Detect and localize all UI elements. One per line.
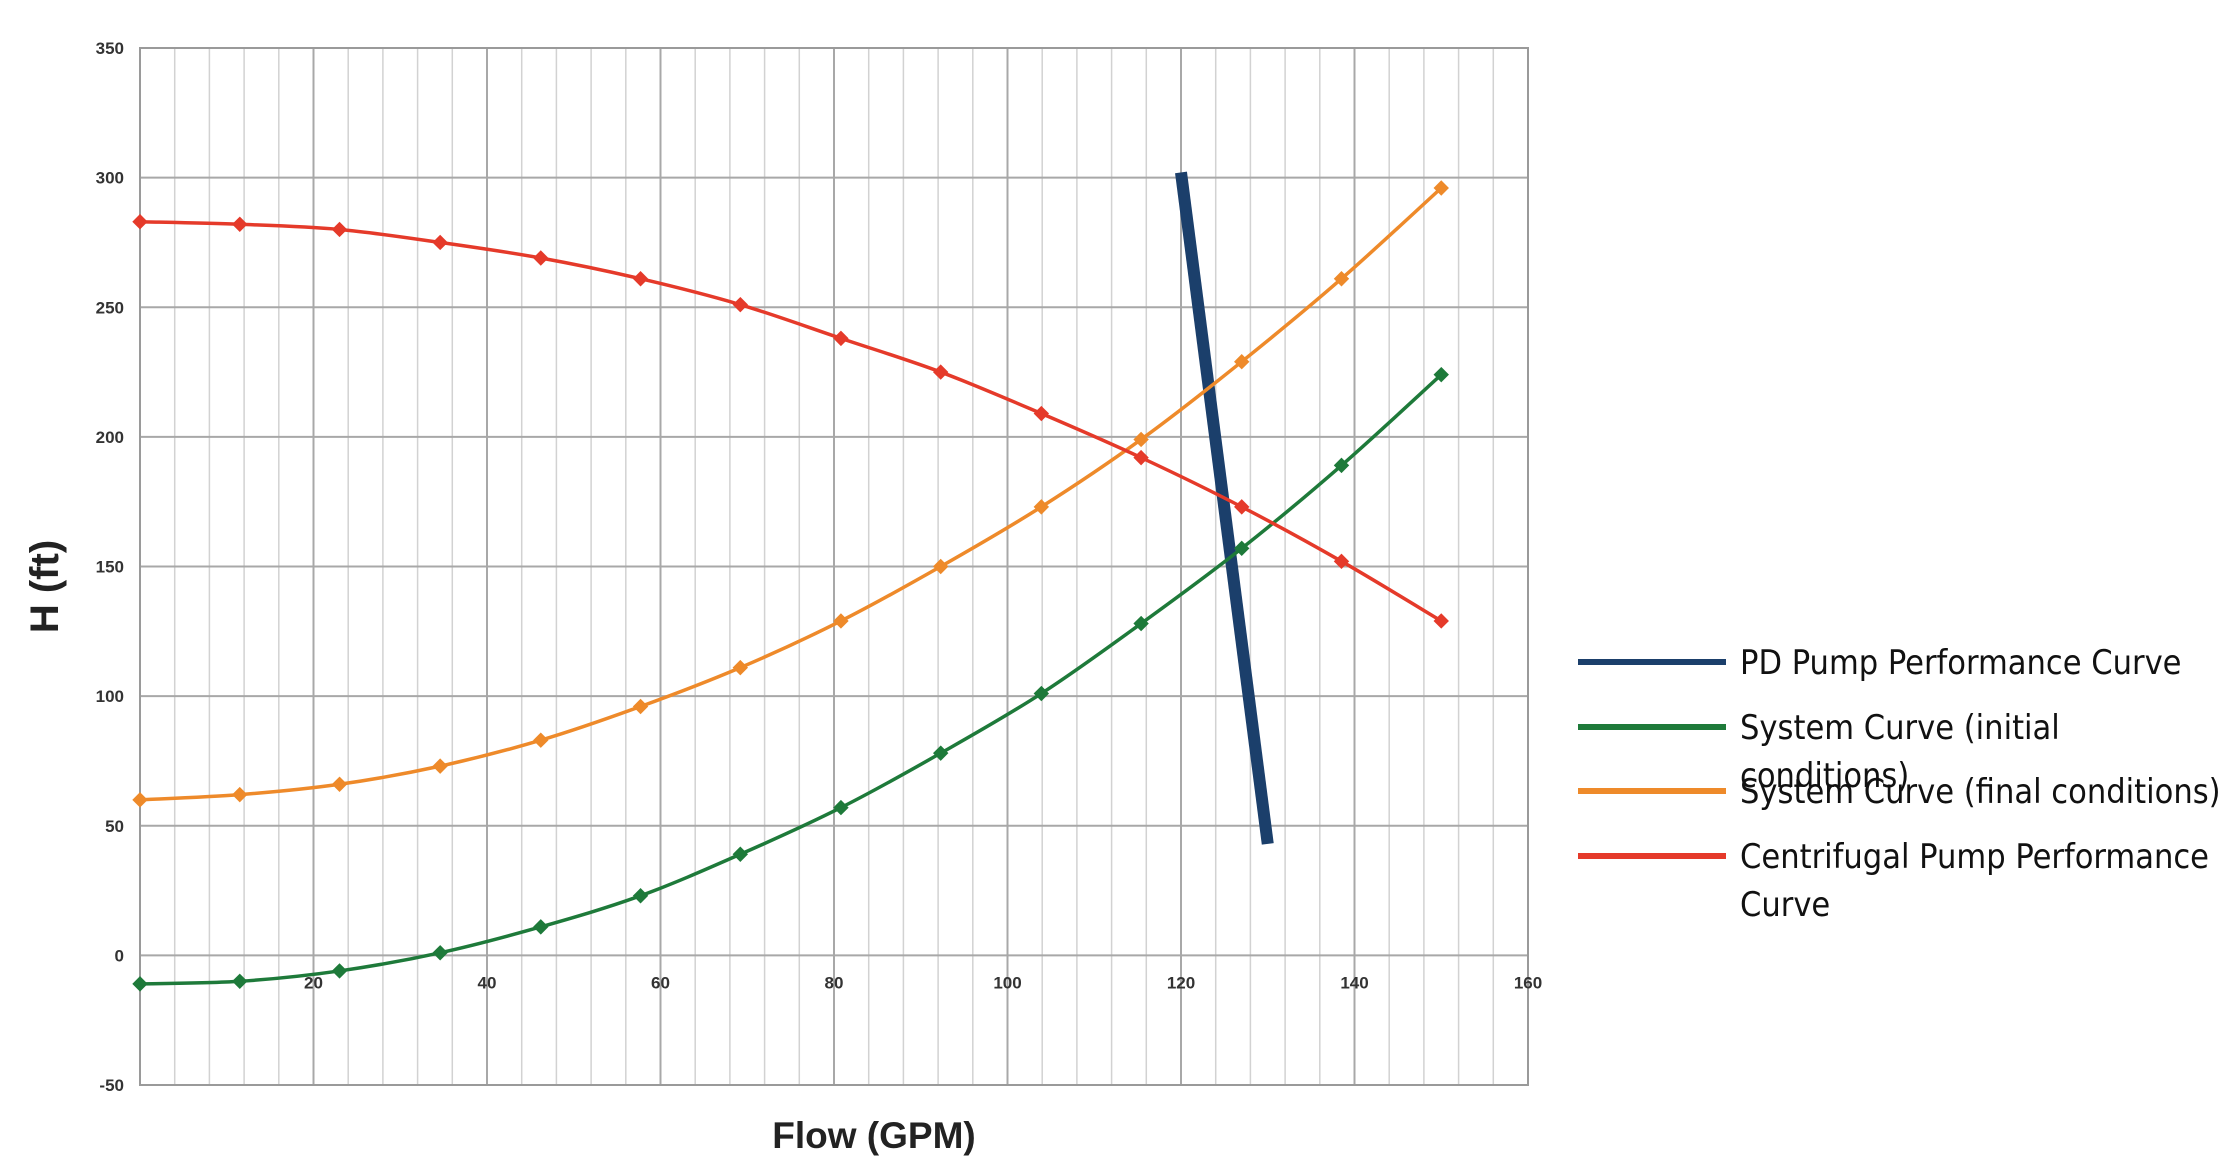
data-point: [1133, 431, 1149, 448]
data-point: [1433, 613, 1449, 629]
data-point: [732, 659, 749, 676]
legend-label: System Curve (final conditions): [1740, 772, 2221, 812]
data-point: [833, 613, 849, 629]
series-group: [132, 180, 1449, 808]
legend-label: System Curve (initial conditions): [1740, 708, 2060, 796]
data-point: [232, 216, 248, 232]
data-point: [1234, 540, 1250, 557]
data-point: [331, 963, 348, 979]
x-tick-label: 60: [651, 973, 670, 992]
y-tick-label: 50: [105, 817, 124, 836]
legend-entry: PD Pump Performance Curve: [1578, 643, 2182, 683]
data-point: [632, 888, 649, 904]
data-point: [331, 776, 348, 792]
data-point: [432, 945, 448, 961]
data-point: [1433, 366, 1449, 383]
legend-entry: System Curve (initial conditions): [1578, 708, 2060, 796]
y-tick-label: 0: [115, 946, 124, 965]
y-tick-labels: -50 0 50 100 150 200 250 300 350: [96, 39, 124, 1095]
data-point: [1234, 353, 1250, 370]
y-tick-label: 200: [96, 428, 124, 447]
data-point: [232, 973, 248, 990]
data-point: [932, 745, 949, 761]
data-point: [132, 213, 148, 230]
data-point: [1033, 405, 1050, 422]
data-point: [232, 786, 248, 803]
y-tick-label: 100: [96, 687, 124, 706]
series-line: [1175, 171, 1274, 845]
data-point: [533, 250, 549, 266]
data-point: [1033, 685, 1050, 702]
y-axis-title: H (ft): [23, 540, 67, 633]
data-point: [632, 271, 649, 287]
data-point: [1133, 615, 1149, 632]
data-point: [1333, 271, 1350, 287]
x-tick-labels: 20 40 60 80 100 120 140 160: [304, 973, 1542, 992]
data-point: [932, 558, 949, 575]
y-tick-label: 350: [96, 39, 124, 58]
legend-label: PD Pump Performance Curve: [1740, 643, 2182, 683]
series-group: [132, 213, 1449, 629]
series-group: [132, 366, 1449, 992]
legend-label: Centrifugal Pump Performance Curve: [1740, 837, 2209, 925]
x-axis-title: Flow (GPM): [772, 1115, 975, 1156]
data-point: [1433, 180, 1449, 196]
series-group: [1175, 171, 1274, 845]
series-line: [139, 219, 1443, 623]
data-point: [833, 799, 849, 816]
x-tick-label: 140: [1340, 973, 1368, 992]
data-point: [932, 364, 949, 380]
data-point: [331, 221, 348, 238]
x-tick-label: 20: [304, 973, 323, 992]
series-layer: [132, 171, 1449, 992]
x-tick-label: 120: [1167, 973, 1195, 992]
x-tick-label: 160: [1514, 973, 1542, 992]
legend-entry: Centrifugal Pump Performance Curve: [1578, 837, 2209, 925]
legend: PD Pump Performance Curve System Curve (i…: [1578, 643, 2221, 925]
x-tick-label: 40: [478, 973, 497, 992]
plot-frame: [139, 47, 1529, 1086]
data-point: [732, 296, 749, 313]
data-point: [1133, 449, 1149, 466]
y-tick-label: 250: [96, 298, 124, 317]
data-point: [1333, 457, 1350, 474]
x-tick-label: 80: [825, 973, 844, 992]
data-point: [533, 919, 549, 935]
y-tick-label: 150: [96, 558, 124, 577]
major-gridlines: [140, 48, 1528, 1085]
legend-entry: System Curve (final conditions): [1578, 772, 2221, 812]
data-point: [533, 732, 549, 748]
data-point: [1033, 499, 1050, 515]
data-point: [632, 698, 649, 715]
data-point: [1234, 499, 1250, 515]
y-tick-label: -50: [99, 1076, 124, 1095]
data-point: [432, 758, 448, 774]
y-tick-label: 300: [96, 169, 124, 188]
data-point: [132, 792, 148, 808]
data-point: [1333, 553, 1350, 570]
data-point: [432, 234, 448, 251]
data-point: [132, 976, 148, 992]
data-point: [732, 846, 749, 862]
data-point: [833, 330, 849, 347]
x-tick-label: 100: [993, 973, 1021, 992]
